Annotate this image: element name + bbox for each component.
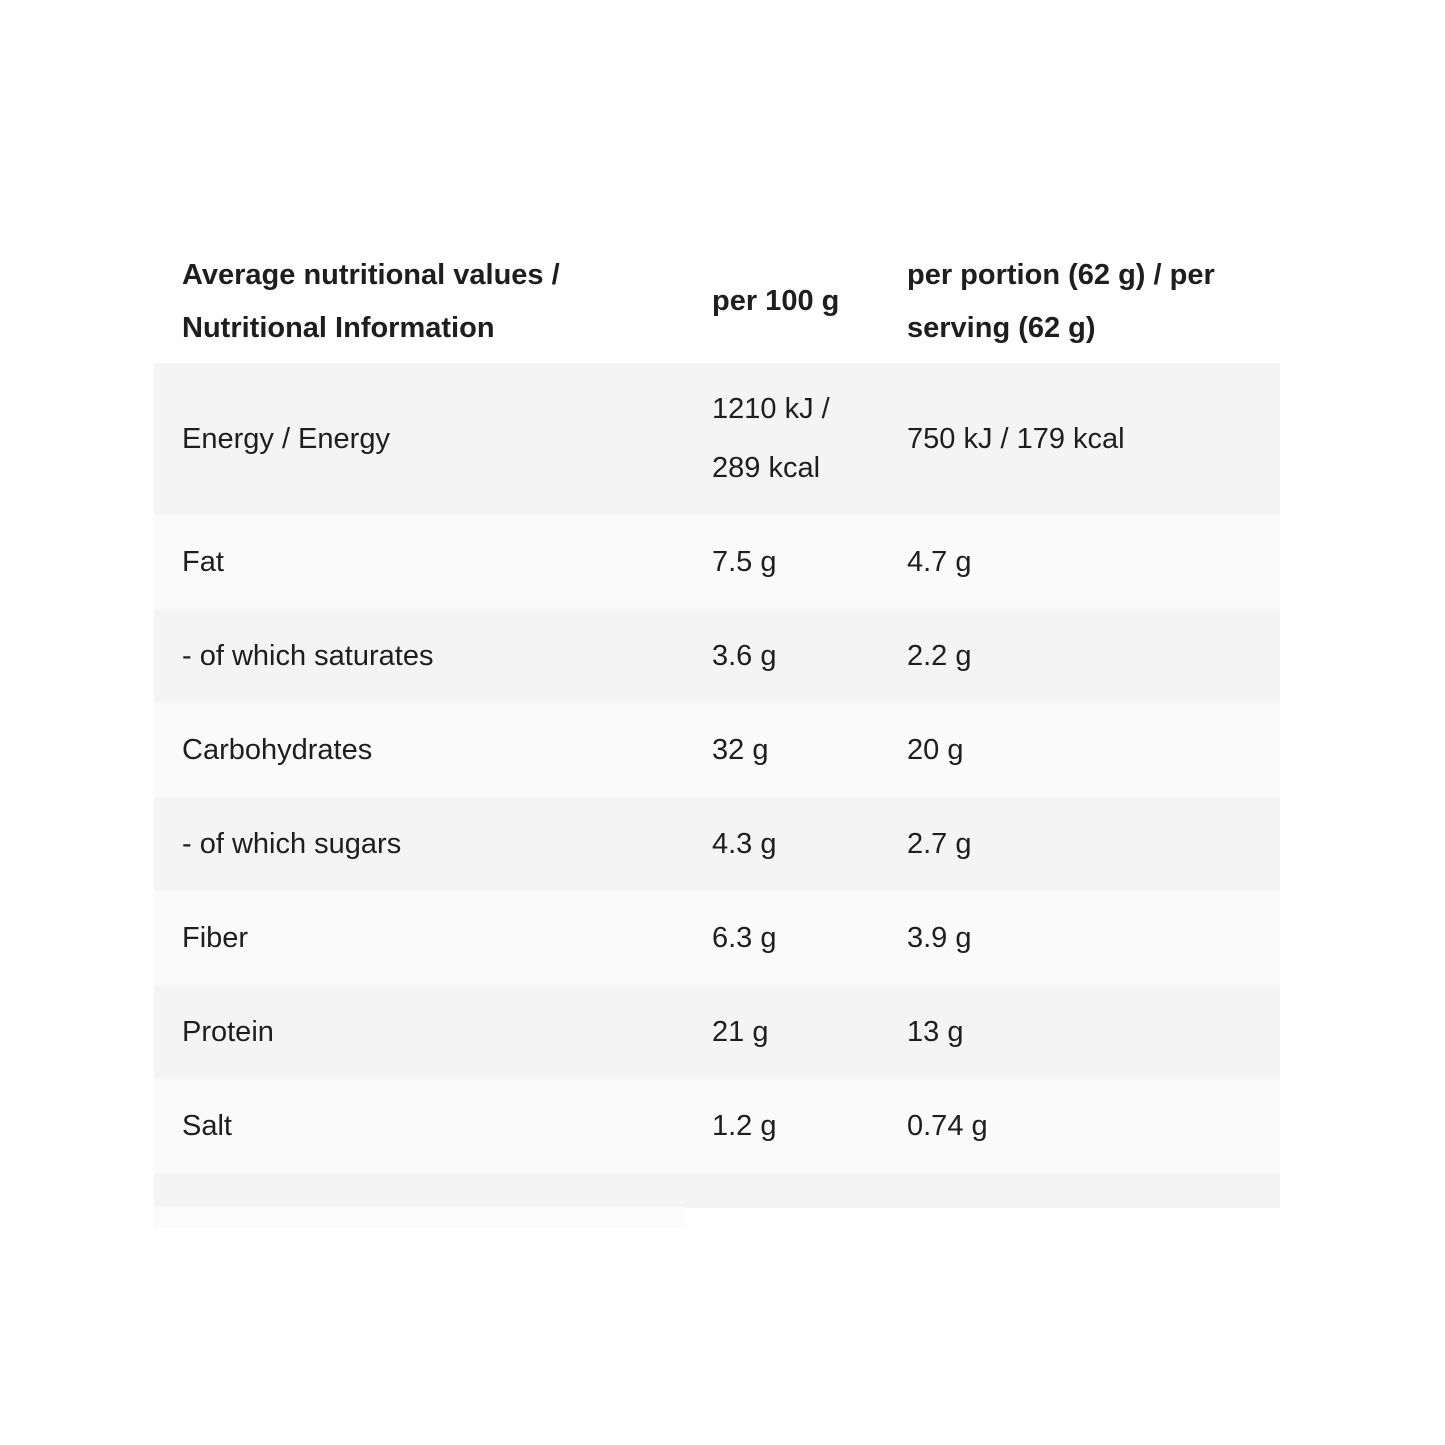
per-portion-value: 20 g <box>907 733 964 766</box>
table-row: Carbohydrates 32 g 20 g <box>154 703 1280 797</box>
per-100g-value: 7.5 g <box>712 545 777 578</box>
nutrient-label: - of which sugars <box>182 827 402 860</box>
per-portion-value: 13 g <box>907 1015 964 1048</box>
per-portion-value: 3.9 g <box>907 921 972 954</box>
nutrient-label: - of which saturates <box>182 639 434 672</box>
per-100g-value: 32 g <box>712 733 769 766</box>
table-row: Fat 7.5 g 4.7 g <box>154 515 1280 609</box>
nutrient-label: Salt <box>182 1109 232 1142</box>
nutrient-label: Fat <box>182 545 224 578</box>
header-per-100g: per 100 g <box>712 285 840 317</box>
per-100g-value: 4.3 g <box>712 827 777 860</box>
empty-row <box>154 1173 1280 1208</box>
table-row: Protein 21 g 13 g <box>154 985 1280 1079</box>
per-100g-value: 6.3 g <box>712 921 777 954</box>
nutrient-label: Energy / Energy <box>182 422 390 455</box>
per-100g-value: 3.6 g <box>712 639 777 672</box>
table-row: - of which saturates 3.6 g 2.2 g <box>154 609 1280 703</box>
header-nutrient: Average nutritional values / Nutritional… <box>182 258 560 344</box>
table-footer-strip <box>154 1207 684 1228</box>
nutrient-label: Fiber <box>182 921 249 954</box>
per-portion-value: 750 kJ / 179 kcal <box>907 422 1125 455</box>
per-portion-value: 4.7 g <box>907 545 972 578</box>
per-portion-value: 0.74 g <box>907 1109 988 1142</box>
nutrient-label: Carbohydrates <box>182 733 373 766</box>
per-portion-value: 2.2 g <box>907 639 972 672</box>
header-per-portion: per portion (62 g) / per serving (62 g) <box>907 258 1215 344</box>
nutrient-label: Protein <box>182 1015 274 1048</box>
table-row: Energy / Energy 1210 kJ / 289 kcal 750 k… <box>154 363 1280 515</box>
nutrition-table: Average nutritional values / Nutritional… <box>154 240 1280 1208</box>
table-row: Salt 1.2 g 0.74 g <box>154 1079 1280 1173</box>
per-100g-value: 1.2 g <box>712 1109 777 1142</box>
per-100g-value: 1210 kJ / 289 kcal <box>712 393 830 484</box>
table-row: - of which sugars 4.3 g 2.7 g <box>154 797 1280 891</box>
per-portion-value: 2.7 g <box>907 827 972 860</box>
table-header: Average nutritional values / Nutritional… <box>154 240 1280 363</box>
per-100g-value: 21 g <box>712 1015 769 1048</box>
table-row: Fiber 6.3 g 3.9 g <box>154 891 1280 985</box>
